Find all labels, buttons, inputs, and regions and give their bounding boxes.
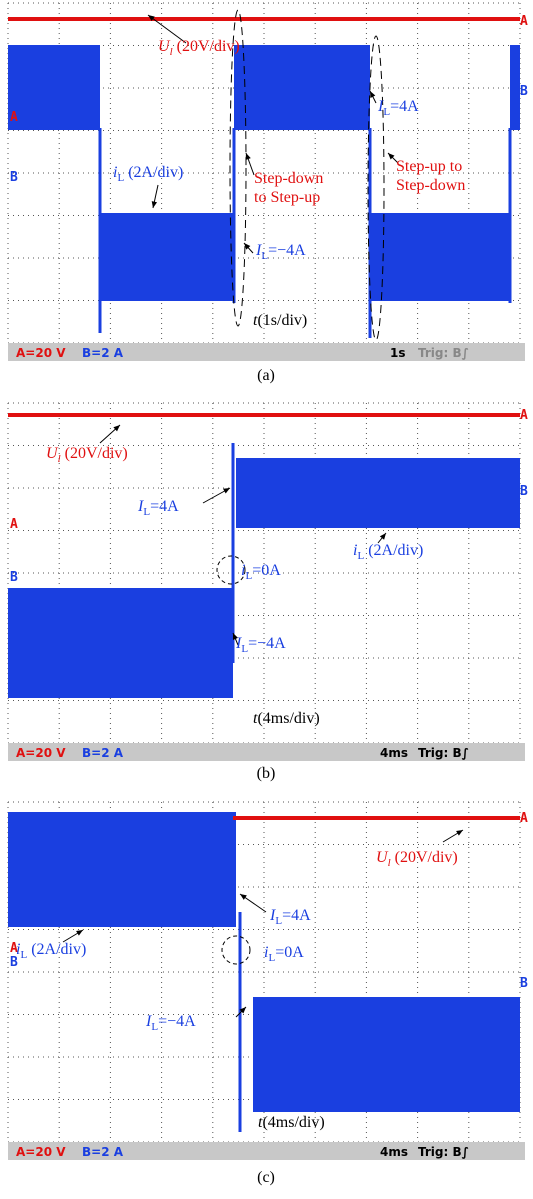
status-text: Trig: B∫ [418,346,469,360]
current-waveform [236,458,520,528]
current-waveform [100,213,234,301]
status-text: A=20 V [16,346,66,360]
status-text: B=2 A [82,346,124,360]
status-text: B=2 A [82,1145,124,1159]
annotation-part: (2A/div) [364,542,423,559]
current-waveform [8,45,100,130]
channel-marker: A [520,811,528,826]
annotation-part: (20V/div) [61,445,128,462]
channel-marker: A [10,110,18,125]
status-text: A=20 V [16,1145,66,1159]
current-waveform [234,45,370,130]
channel-marker: A [520,14,528,29]
current-waveform [253,997,520,1112]
annotation-part: =−4A [158,1013,196,1030]
status-text: Trig: B∫ [418,746,469,760]
status-text: B=2 A [82,746,124,760]
current-waveform [370,213,510,301]
annotation-part: =0A [275,944,304,961]
channel-marker: B [10,570,18,585]
annotation-part: (20V/div) [391,849,458,866]
annotation-part: Step-down [254,170,323,187]
annotation-part: (1s/div) [257,312,307,329]
caption: (b) [257,765,276,782]
current-waveform [8,812,236,927]
annotation-part: Step-down [396,177,465,194]
current-waveform [510,45,520,130]
status-text: 4ms [380,746,408,760]
annotation-part: =4A [390,98,419,115]
channel-marker: A [520,408,528,423]
current-waveform [8,588,233,698]
annotation-part: (2A/div) [124,164,183,181]
annotation-part: =0A [252,562,281,579]
channel-marker: B [520,976,528,991]
channel-marker: B [520,84,528,99]
status-text: A=20 V [16,746,66,760]
status-text: 4ms [380,1145,408,1159]
annotation-part: =−4A [268,242,306,259]
channel-marker: B [520,484,528,499]
annotation-part: =4A [282,907,311,924]
status-text: 1s [390,346,406,360]
annotation-part: to Step-up [254,189,320,206]
annotation-part: =4A [150,498,179,515]
annotation-part: =−4A [248,635,286,652]
annotation-part: (20V/div) [173,38,240,55]
annotation-part: (4ms/div) [257,710,319,727]
annotation-part: Step-up to [396,158,462,175]
annotation: t(1s/div) [253,312,307,329]
caption: (c) [257,1169,275,1186]
status-text: Trig: B∫ [418,1145,469,1159]
channel-marker: B [10,170,18,185]
annotation: t(4ms/div) [253,710,320,727]
annotation-part: (4ms/div) [262,1114,324,1131]
figure: ABABUl (20V/div)IL=4AiL (2A/div)Step-dow… [0,0,533,1199]
annotation-part: (2A/div) [27,941,86,958]
annotation: t(4ms/div) [258,1114,325,1131]
channel-marker: A [10,517,18,532]
caption: (a) [257,367,275,384]
scope-panel: ABABUl (20V/div)IL=4AiL (2A/div)iL=0AIL=… [8,403,528,761]
